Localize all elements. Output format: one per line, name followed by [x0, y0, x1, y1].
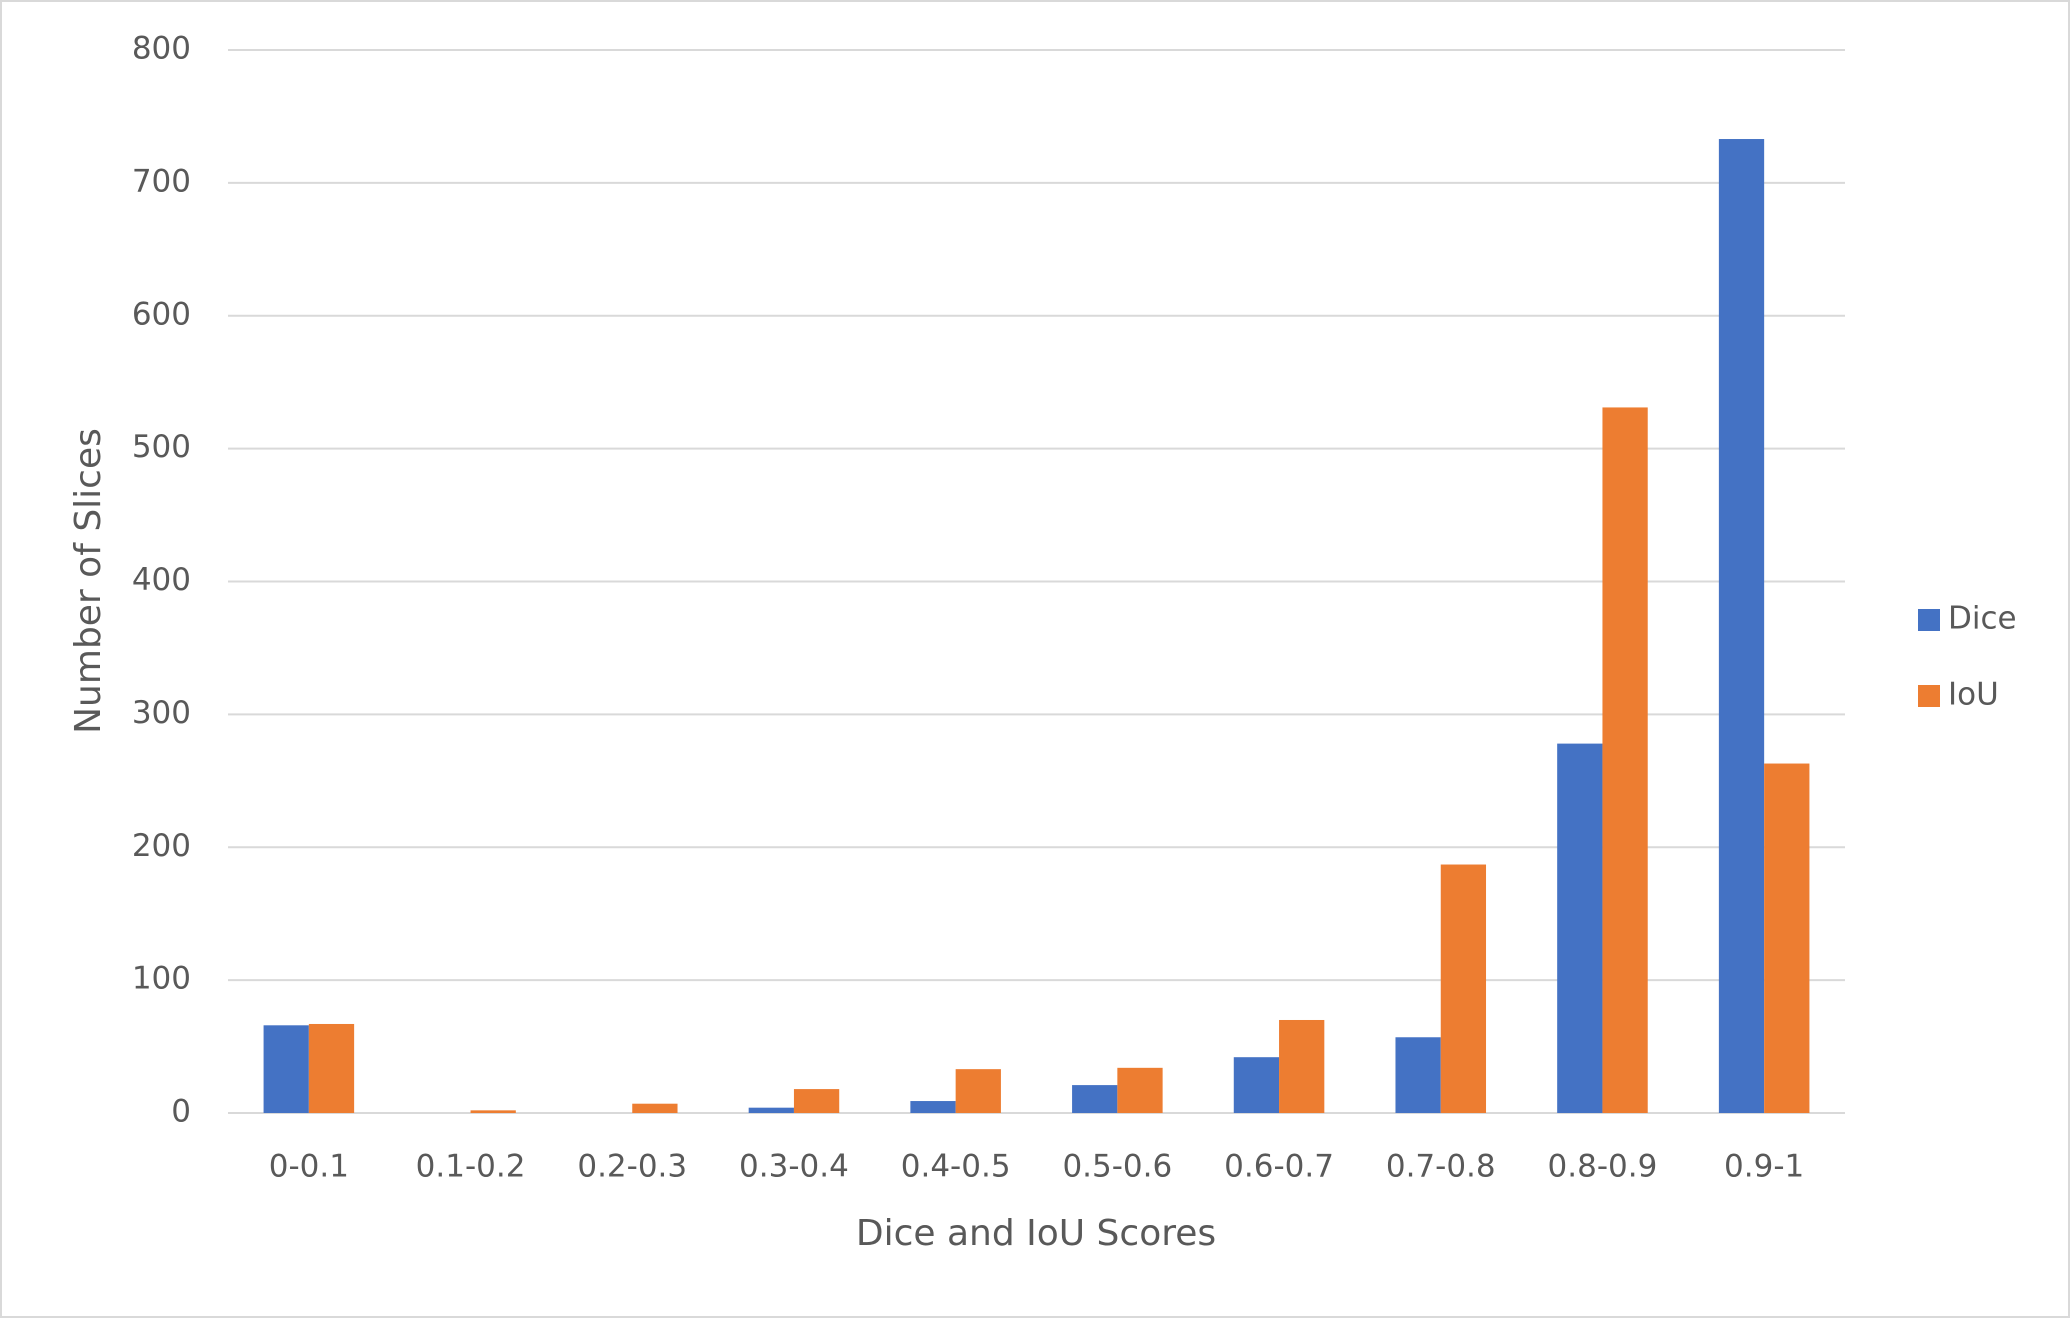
bar [1557, 743, 1603, 1113]
bar [308, 1023, 355, 1113]
y-tick-label: 200 [132, 828, 191, 864]
y-tick-label: 800 [132, 31, 191, 67]
legend-label: Dice [1948, 601, 2017, 637]
y-tick-label: 300 [132, 695, 191, 731]
bar [1395, 1037, 1441, 1113]
y-tick-label: 700 [132, 163, 191, 199]
bar [1117, 1067, 1163, 1113]
bar [1602, 407, 1648, 1114]
bar [263, 1025, 309, 1113]
bar [1440, 864, 1487, 1113]
x-axis-title: Dice and IoU Scores [856, 1213, 1216, 1254]
y-tick-label: 100 [132, 961, 191, 997]
y-tick-label: 500 [132, 429, 191, 465]
y-axis-title: Number of Slices [68, 428, 109, 734]
bar [793, 1089, 840, 1113]
x-tick-label: 0.7-0.8 [1386, 1149, 1496, 1185]
x-tick-label: 0.6-0.7 [1224, 1149, 1334, 1185]
bar [1279, 1019, 1325, 1113]
bar [748, 1107, 794, 1113]
x-tick-label: 0.3-0.4 [739, 1149, 849, 1185]
bar [1718, 139, 1765, 1113]
y-tick-label: 600 [132, 296, 191, 332]
legend-swatch [1918, 609, 1940, 631]
x-tick-label: 0.5-0.6 [1062, 1149, 1172, 1185]
y-tick-label: 0 [171, 1094, 191, 1130]
x-tick-label: 0.9-1 [1724, 1149, 1804, 1185]
x-tick-label: 0.1-0.2 [416, 1149, 526, 1185]
legend-swatch [1918, 685, 1940, 707]
x-tick-label: 0-0.1 [269, 1149, 349, 1185]
x-tick-label: 0.8-0.9 [1548, 1149, 1658, 1185]
x-tick-label: 0.2-0.3 [577, 1149, 687, 1185]
bar [1764, 763, 1810, 1113]
bar [910, 1101, 956, 1113]
bar [1072, 1085, 1118, 1113]
legend-label: IoU [1948, 677, 1999, 713]
bar [955, 1069, 1001, 1113]
y-tick-label: 400 [132, 562, 191, 598]
bar [1233, 1057, 1280, 1113]
bar [632, 1103, 678, 1113]
x-tick-label: 0.4-0.5 [901, 1149, 1011, 1185]
bar [470, 1110, 516, 1113]
